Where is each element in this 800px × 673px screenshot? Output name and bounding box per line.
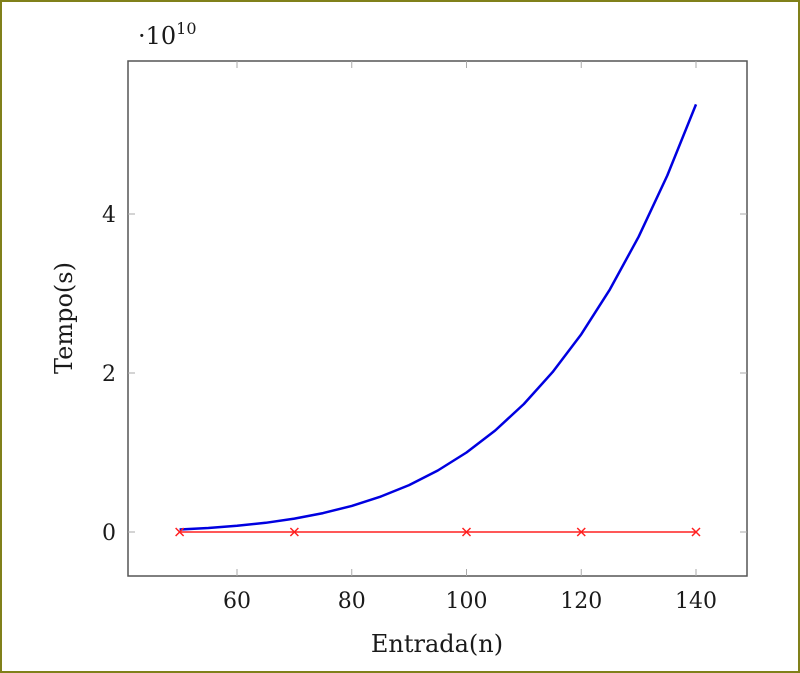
y-tick-label: 0: [102, 521, 116, 546]
x-marker: [461, 527, 472, 537]
y-axis-label: Tempo(s): [50, 262, 78, 374]
x-tick-label: 60: [223, 589, 251, 614]
x-tick-label: 120: [560, 589, 602, 614]
x-marker: [175, 527, 185, 537]
x-axis-label: Entrada(n): [371, 630, 503, 658]
x-marker: [576, 527, 586, 537]
x-tick-label: 140: [675, 589, 717, 614]
data-series: [175, 103, 701, 537]
y-tick-label: 4: [102, 203, 116, 228]
series-line: [179, 103, 698, 531]
plot-area-frame: [127, 60, 748, 577]
y-scale-multiplier: ·1010: [138, 19, 197, 50]
x-tick-label: 100: [446, 589, 488, 614]
x-marker: [289, 527, 299, 537]
x-marker: [691, 527, 701, 537]
x-tick-label: 80: [338, 589, 366, 614]
y-axis-ticks: 0 2 4: [102, 203, 747, 546]
x-axis-ticks: 60 80 100 120 140: [223, 61, 717, 614]
y-tick-label: 2: [102, 362, 116, 387]
